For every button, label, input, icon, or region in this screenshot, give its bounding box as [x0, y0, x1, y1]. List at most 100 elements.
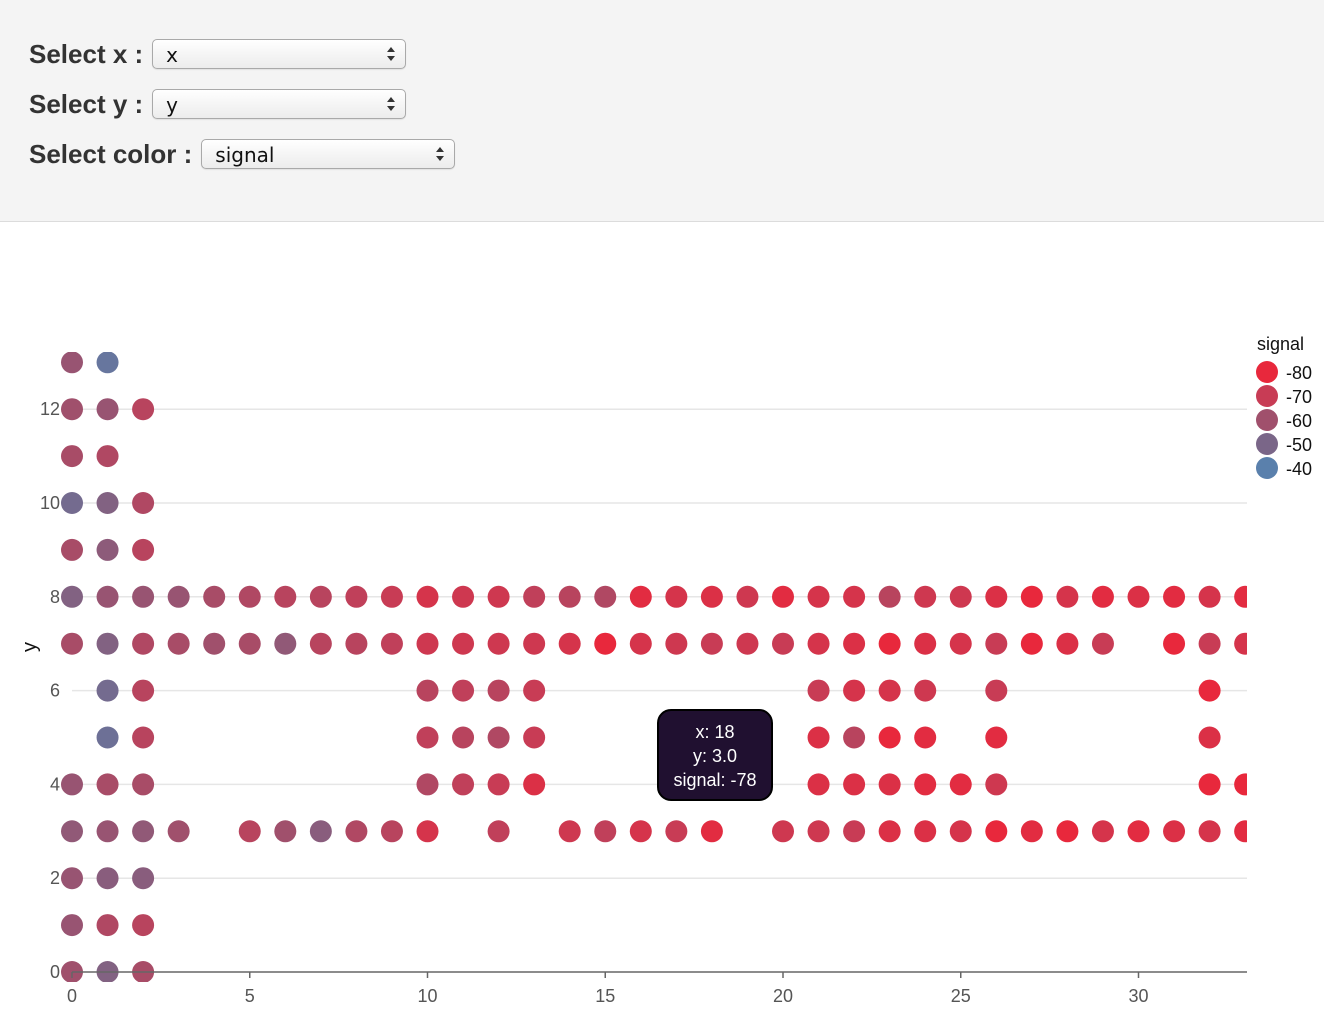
scatter-point[interactable]	[203, 585, 226, 608]
scatter-point[interactable]	[1056, 585, 1079, 608]
scatter-point[interactable]	[843, 679, 866, 702]
scatter-point[interactable]	[380, 632, 403, 655]
scatter-point[interactable]	[878, 679, 901, 702]
scatter-point[interactable]	[61, 351, 83, 374]
scatter-point[interactable]	[914, 632, 937, 655]
scatter-point[interactable]	[1234, 585, 1256, 608]
scatter-point[interactable]	[96, 679, 119, 702]
scatter-point[interactable]	[736, 585, 759, 608]
scatter-point[interactable]	[1198, 726, 1221, 749]
scatter-point[interactable]	[700, 632, 723, 655]
scatter-point[interactable]	[523, 726, 546, 749]
scatter-point[interactable]	[1020, 632, 1043, 655]
scatter-point[interactable]	[61, 914, 83, 937]
scatter-point[interactable]	[61, 585, 83, 608]
scatter-point[interactable]	[274, 585, 297, 608]
scatter-point[interactable]	[523, 679, 546, 702]
scatter-point[interactable]	[132, 538, 155, 561]
select-y-dropdown[interactable]: y	[152, 89, 407, 119]
scatter-point[interactable]	[558, 585, 581, 608]
scatter-point[interactable]	[1163, 585, 1186, 608]
scatter-point[interactable]	[1163, 632, 1186, 655]
scatter-point[interactable]	[985, 585, 1008, 608]
scatter-point[interactable]	[914, 585, 937, 608]
scatter-point[interactable]	[61, 398, 83, 421]
scatter-point[interactable]	[96, 538, 119, 561]
scatter-point[interactable]	[985, 726, 1008, 749]
scatter-point[interactable]	[309, 820, 332, 843]
scatter-point[interactable]	[914, 820, 937, 843]
scatter-point[interactable]	[665, 820, 688, 843]
scatter-point[interactable]	[345, 632, 368, 655]
scatter-point[interactable]	[96, 585, 119, 608]
scatter-point[interactable]	[878, 585, 901, 608]
scatter-point[interactable]	[807, 773, 830, 796]
scatter-point[interactable]	[914, 726, 937, 749]
scatter-point[interactable]	[700, 585, 723, 608]
scatter-point[interactable]	[949, 773, 972, 796]
scatter-point[interactable]	[629, 585, 652, 608]
scatter-point[interactable]	[274, 632, 297, 655]
scatter-point[interactable]	[1198, 820, 1221, 843]
scatter-point[interactable]	[96, 726, 119, 749]
scatter-point[interactable]	[452, 773, 475, 796]
scatter-point[interactable]	[132, 726, 155, 749]
scatter-point[interactable]	[878, 773, 901, 796]
scatter-point[interactable]	[878, 632, 901, 655]
scatter-point[interactable]	[665, 632, 688, 655]
scatter-point[interactable]	[878, 820, 901, 843]
scatter-point[interactable]	[843, 773, 866, 796]
scatter-point[interactable]	[594, 585, 617, 608]
scatter-point[interactable]	[558, 820, 581, 843]
scatter-point[interactable]	[629, 632, 652, 655]
scatter-point[interactable]	[380, 585, 403, 608]
scatter-point[interactable]	[1127, 820, 1150, 843]
scatter-point[interactable]	[167, 632, 190, 655]
scatter-point[interactable]	[452, 632, 475, 655]
scatter-point[interactable]	[309, 632, 332, 655]
scatter-point[interactable]	[132, 398, 155, 421]
scatter-point[interactable]	[772, 585, 794, 608]
scatter-point[interactable]	[61, 773, 83, 796]
scatter-point[interactable]	[1198, 679, 1221, 702]
scatter-point[interactable]	[1020, 820, 1043, 843]
scatter-point[interactable]	[416, 726, 439, 749]
scatter-point[interactable]	[914, 773, 937, 796]
scatter-point[interactable]	[132, 492, 155, 514]
scatter-point[interactable]	[380, 820, 403, 843]
scatter-point[interactable]	[736, 632, 759, 655]
scatter-point[interactable]	[594, 820, 617, 843]
scatter-point[interactable]	[238, 632, 261, 655]
scatter-point[interactable]	[843, 820, 866, 843]
scatter-point[interactable]	[523, 773, 546, 796]
scatter-point[interactable]	[665, 585, 688, 608]
scatter-point[interactable]	[985, 679, 1008, 702]
scatter-point[interactable]	[96, 445, 119, 468]
scatter-point[interactable]	[452, 679, 475, 702]
scatter-point[interactable]	[96, 914, 119, 937]
scatter-point[interactable]	[167, 820, 190, 843]
scatter-point[interactable]	[843, 726, 866, 749]
scatter-point[interactable]	[132, 585, 155, 608]
scatter-point[interactable]	[700, 820, 723, 843]
scatter-point[interactable]	[345, 585, 368, 608]
scatter-point[interactable]	[61, 445, 83, 468]
scatter-point[interactable]	[1198, 632, 1221, 655]
scatter-point[interactable]	[985, 820, 1008, 843]
scatter-point[interactable]	[949, 632, 972, 655]
scatter-point[interactable]	[1234, 820, 1256, 843]
scatter-point[interactable]	[96, 820, 119, 843]
scatter-point[interactable]	[807, 726, 830, 749]
scatter-point[interactable]	[416, 632, 439, 655]
scatter-point[interactable]	[487, 585, 510, 608]
scatter-point[interactable]	[132, 679, 155, 702]
scatter-point[interactable]	[843, 632, 866, 655]
scatter-point[interactable]	[274, 820, 297, 843]
scatter-point[interactable]	[1091, 632, 1114, 655]
scatter-point[interactable]	[96, 492, 119, 514]
scatter-point[interactable]	[807, 679, 830, 702]
scatter-point[interactable]	[96, 351, 119, 374]
scatter-point[interactable]	[96, 867, 119, 890]
scatter-point[interactable]	[61, 867, 83, 890]
scatter-point[interactable]	[985, 632, 1008, 655]
